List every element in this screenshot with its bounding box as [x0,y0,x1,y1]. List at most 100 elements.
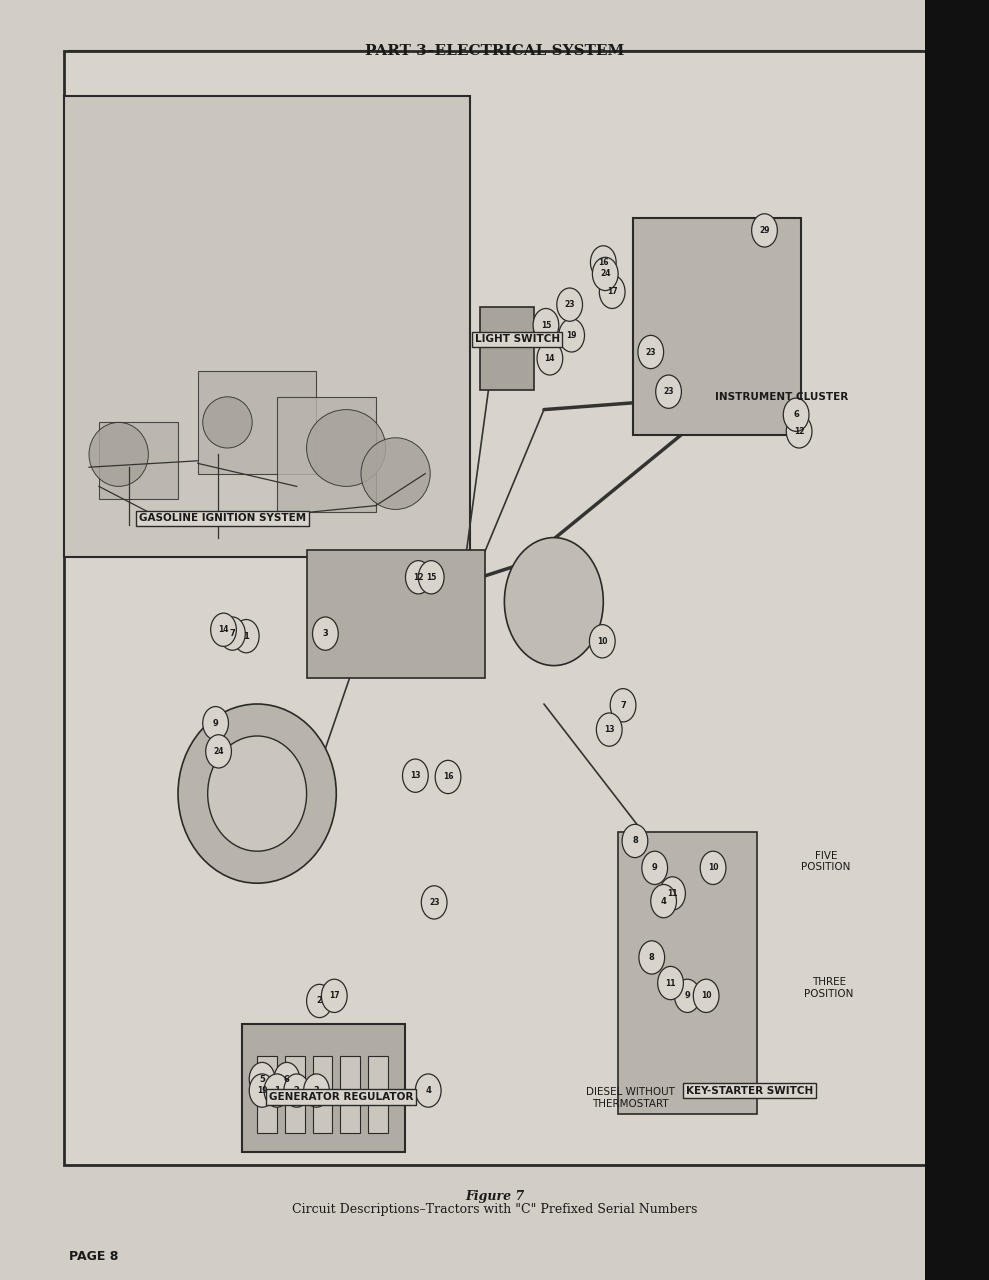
Ellipse shape [203,397,252,448]
Bar [480,307,534,390]
Text: PAGE 8: PAGE 8 [69,1251,119,1263]
Text: 6: 6 [793,410,799,420]
Circle shape [307,984,332,1018]
Bar [313,1056,332,1133]
Text: INSTRUMENT CLUSTER: INSTRUMENT CLUSTER [715,392,848,402]
Circle shape [220,617,245,650]
Text: 5: 5 [259,1074,265,1084]
Text: 7: 7 [620,700,626,710]
Text: Figure 7: Figure 7 [465,1190,524,1203]
Text: 3: 3 [314,1085,319,1096]
Circle shape [639,941,665,974]
Circle shape [599,275,625,308]
Circle shape [660,877,685,910]
Text: 7: 7 [229,628,235,639]
Circle shape [415,1074,441,1107]
Text: THREE
POSITION: THREE POSITION [804,978,854,998]
Circle shape [206,735,231,768]
Text: 9: 9 [652,863,658,873]
Text: 12: 12 [794,426,804,436]
Text: 9: 9 [213,718,219,728]
Text: 10: 10 [708,863,718,873]
Text: 2: 2 [316,996,322,1006]
Text: 23: 23 [429,897,439,908]
Text: 8: 8 [632,836,638,846]
Bar [285,1056,305,1133]
Text: 16: 16 [443,772,453,782]
Circle shape [592,257,618,291]
Circle shape [537,342,563,375]
Bar [368,1056,388,1133]
Circle shape [249,1074,275,1107]
Text: 4: 4 [661,896,667,906]
Text: FIVE
POSITION: FIVE POSITION [801,851,851,872]
Circle shape [557,288,583,321]
Circle shape [783,398,809,431]
Circle shape [284,1074,310,1107]
Circle shape [418,561,444,594]
Text: 17: 17 [329,991,339,1001]
Bar [307,550,485,678]
Text: 24: 24 [600,269,610,279]
Text: GASOLINE IGNITION SYSTEM: GASOLINE IGNITION SYSTEM [139,513,306,524]
Circle shape [203,707,228,740]
Circle shape [249,1062,275,1096]
Circle shape [274,1062,300,1096]
Text: 2: 2 [294,1085,300,1096]
Circle shape [559,319,584,352]
Text: KEY-STARTER SWITCH: KEY-STARTER SWITCH [686,1085,813,1096]
Text: 10: 10 [597,636,607,646]
Bar [618,832,757,1114]
Text: LIGHT SWITCH: LIGHT SWITCH [475,334,560,344]
Bar [633,218,801,435]
Text: 1: 1 [243,631,249,641]
Circle shape [752,214,777,247]
Text: 19: 19 [257,1085,267,1096]
Bar [257,1056,277,1133]
Circle shape [610,689,636,722]
Circle shape [596,713,622,746]
Circle shape [589,625,615,658]
Text: GENERATOR REGULATOR: GENERATOR REGULATOR [269,1092,413,1102]
Text: 29: 29 [760,225,769,236]
Text: 14: 14 [219,625,228,635]
Text: 24: 24 [214,746,224,756]
Circle shape [700,851,726,884]
Bar [64,51,949,1165]
Circle shape [233,620,259,653]
Circle shape [658,966,683,1000]
Ellipse shape [361,438,430,509]
Circle shape [533,308,559,342]
Ellipse shape [307,410,386,486]
Text: 14: 14 [545,353,555,364]
Bar [99,422,178,499]
Circle shape [590,246,616,279]
Ellipse shape [178,704,336,883]
Text: 9: 9 [684,991,690,1001]
Ellipse shape [504,538,603,666]
Text: Circuit Descriptions–Tractors with "C" Prefixed Serial Numbers: Circuit Descriptions–Tractors with "C" P… [292,1203,697,1216]
Text: 23: 23 [565,300,575,310]
Circle shape [321,979,347,1012]
Text: 23: 23 [664,387,674,397]
Circle shape [622,824,648,858]
Bar [198,371,316,474]
Text: 12: 12 [413,572,423,582]
Circle shape [405,561,431,594]
Circle shape [403,759,428,792]
Circle shape [313,617,338,650]
Text: 4: 4 [425,1085,431,1096]
Text: 23: 23 [646,347,656,357]
Text: 19: 19 [567,330,577,340]
Text: 11: 11 [668,888,677,899]
Text: 16: 16 [598,257,608,268]
Circle shape [656,375,681,408]
Text: 3: 3 [322,628,328,639]
Text: 8: 8 [649,952,655,963]
Circle shape [651,884,676,918]
Text: 13: 13 [410,771,420,781]
Text: 13: 13 [604,724,614,735]
Circle shape [693,979,719,1012]
Circle shape [674,979,700,1012]
Circle shape [304,1074,329,1107]
